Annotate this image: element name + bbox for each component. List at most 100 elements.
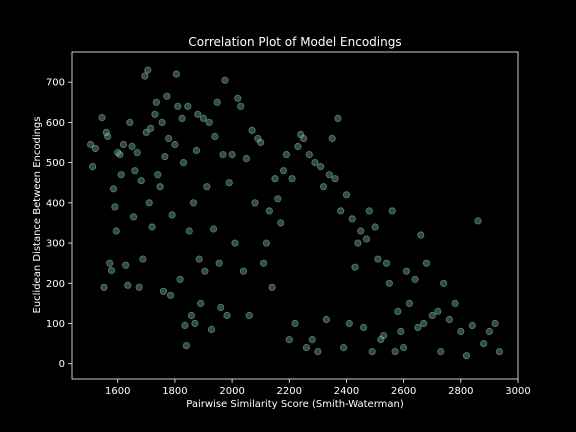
x-axis-label: Pairwise Similarity Score (Smith-Waterma… [186,399,404,410]
y-tick-label: 100 [46,319,65,330]
data-point [359,323,368,332]
data-point [141,72,149,80]
data-point [165,134,173,143]
data-point [314,347,322,356]
data-point [322,315,330,324]
data-point [374,255,382,263]
data-point [251,199,259,207]
data-point [365,207,373,215]
data-point [98,114,106,122]
points-layer [87,66,503,360]
data-point [302,343,310,352]
data-point [325,171,333,179]
data-point [102,128,110,136]
data-point [152,98,160,106]
data-point [174,102,182,110]
data-point [104,132,112,141]
data-point [111,203,119,211]
data-point [207,325,216,334]
data-point [148,223,156,231]
data-point [451,299,459,307]
data-point [265,207,273,215]
data-point [195,255,203,263]
data-point [147,124,155,132]
data-point [167,291,175,299]
data-point [213,98,221,106]
data-point [379,331,388,340]
data-point [368,347,376,356]
data-point [142,128,150,136]
data-point [109,185,118,193]
data-point [106,259,114,267]
data-point [223,311,231,320]
x-tick-label: 3000 [505,386,530,397]
y-tick-label: 400 [46,198,65,209]
data-point [163,92,171,100]
data-point [474,217,482,225]
data-point [137,177,145,185]
data-point [394,307,402,315]
data-point [116,151,124,159]
data-point [385,279,393,287]
data-point [405,299,413,307]
data-point [151,110,159,118]
data-point [192,146,200,155]
data-point [139,255,147,263]
data-point [288,175,296,183]
data-point [89,163,97,171]
data-point [144,66,152,74]
data-point [417,231,425,239]
data-point [201,267,209,275]
data-point [495,347,503,356]
data-point [382,259,391,267]
data-point [154,171,162,179]
data-point [462,352,471,360]
data-point [221,76,229,84]
y-tick-label: 0 [59,359,65,370]
data-point [279,167,288,175]
data-point [100,283,108,291]
data-point [285,335,293,344]
data-point [271,175,279,183]
data-point [414,323,422,332]
data-point [242,155,250,163]
data-point [491,319,499,328]
data-point [434,307,442,315]
data-point [357,227,365,235]
data-point [362,235,371,243]
data-point [91,144,100,153]
data-point [299,134,308,143]
data-point [135,283,143,291]
x-tick-label: 2600 [391,386,416,397]
data-point [209,225,218,233]
data-point [159,287,168,295]
data-point [245,311,253,320]
data-point [480,339,488,348]
data-point [199,114,208,123]
data-point [294,142,302,151]
data-point [342,191,351,199]
data-point [129,213,138,221]
data-point [259,259,268,267]
data-point [337,207,345,215]
data-point [437,347,445,356]
data-point [145,199,153,207]
data-point [197,299,205,307]
x-tick-label: 2800 [448,386,473,397]
data-point [388,207,396,215]
data-point [445,315,453,324]
data-point [185,227,193,235]
data-point [345,319,353,328]
y-tick-label: 300 [46,239,65,250]
data-point [219,151,227,159]
data-point [317,163,325,171]
data-point [131,167,139,175]
y-tick-label: 500 [46,158,65,169]
data-point [161,153,169,161]
data-point [119,140,128,149]
data-point [305,151,313,159]
data-point [485,327,493,336]
data-point [440,279,448,287]
data-point [225,179,233,187]
x-tick-label: 2200 [277,386,302,397]
